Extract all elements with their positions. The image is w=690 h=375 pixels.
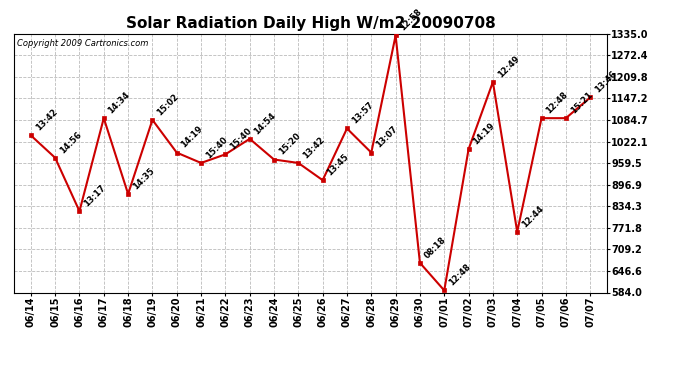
- Text: 14:19: 14:19: [179, 124, 205, 150]
- Text: 13:45: 13:45: [326, 152, 351, 177]
- Text: Copyright 2009 Cartronics.com: Copyright 2009 Cartronics.com: [17, 39, 148, 48]
- Text: 12:44: 12:44: [520, 204, 545, 229]
- Title: Solar Radiation Daily High W/m2 20090708: Solar Radiation Daily High W/m2 20090708: [126, 16, 495, 31]
- Text: 13:42: 13:42: [301, 135, 326, 160]
- Text: 13:42: 13:42: [34, 107, 59, 133]
- Text: 15:02: 15:02: [155, 92, 181, 117]
- Text: 13:17: 13:17: [82, 183, 108, 209]
- Text: 14:54: 14:54: [253, 111, 278, 136]
- Text: 12:58: 12:58: [398, 8, 424, 33]
- Text: 12:48: 12:48: [447, 262, 473, 288]
- Text: 08:18: 08:18: [423, 235, 448, 260]
- Text: 13:46: 13:46: [593, 69, 618, 95]
- Text: 13:07: 13:07: [374, 125, 400, 150]
- Text: 15:21: 15:21: [569, 90, 594, 116]
- Text: 14:19: 14:19: [471, 121, 497, 146]
- Text: 12:49: 12:49: [495, 54, 521, 79]
- Text: 14:34: 14:34: [106, 90, 132, 116]
- Text: 14:56: 14:56: [58, 130, 83, 155]
- Text: 15:40: 15:40: [204, 135, 229, 160]
- Text: 15:20: 15:20: [277, 132, 302, 157]
- Text: 12:48: 12:48: [544, 90, 569, 116]
- Text: 15:40: 15:40: [228, 126, 253, 152]
- Text: 13:57: 13:57: [350, 100, 375, 126]
- Text: 14:35: 14:35: [131, 166, 156, 191]
